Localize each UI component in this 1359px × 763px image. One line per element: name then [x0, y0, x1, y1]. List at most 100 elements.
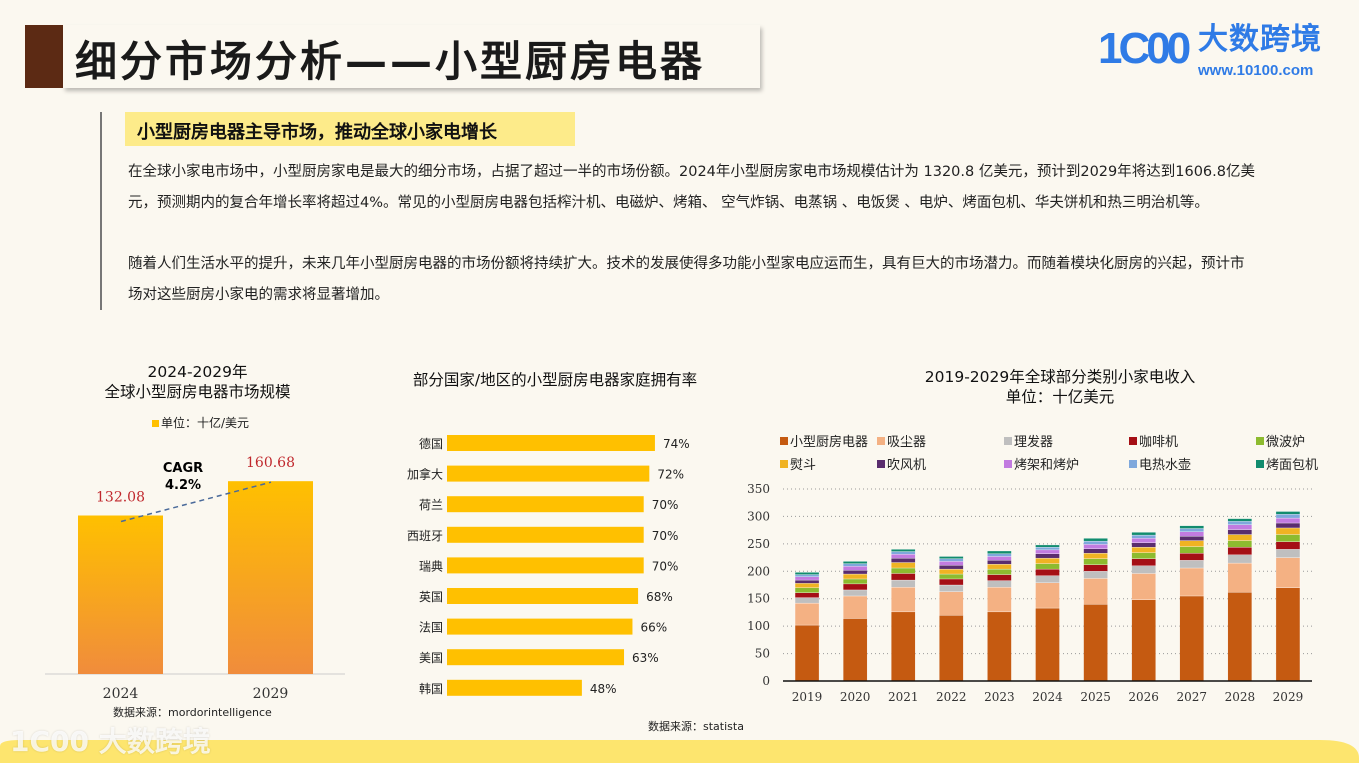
chart3-title-line2: 单位：十亿美元 [1005, 388, 1115, 406]
bar-segment-2025 [1083, 540, 1108, 545]
bar-segment-2027 [1179, 540, 1204, 547]
brand-logo-name: 大数跨境 [1198, 22, 1322, 57]
chart2-source: 数据来源：statista [648, 720, 744, 733]
paragraph-1: 在全球小家电市场中，小型厨房家电是最大的细分市场，占据了超过一半的市场份额。20… [128, 164, 1255, 211]
bar-segment-2024 [1035, 568, 1060, 576]
category-label: 英国 [419, 590, 443, 604]
x-tick-label: 2029 [1273, 690, 1304, 704]
bar-美国 [447, 649, 625, 666]
legend-label: 烤面包机 [1266, 458, 1318, 473]
bar-segment-2028 [1227, 521, 1253, 525]
bar-segment-2024 [1035, 549, 1060, 554]
bar-segment-2023 [987, 560, 1012, 565]
y-tick-label: 350 [747, 482, 770, 496]
x-tick-label: 2027 [1176, 690, 1207, 704]
section-heading: 小型厨房电器主导市场，推动全球小家电增长 [137, 122, 497, 143]
bar-segment-2029 [1275, 514, 1301, 519]
bar-segment-2021 [891, 549, 916, 552]
bar-segment-2024 [1035, 582, 1060, 609]
bar-segment-2021 [891, 579, 916, 588]
title-box [63, 25, 760, 88]
bar-segment-2029 [1275, 534, 1301, 542]
chart1-title: 2024-2029年 全球小型厨房电器市场规模 [60, 362, 335, 402]
legend-label: 微波炉 [1266, 435, 1305, 450]
bar-segment-2024 [1035, 553, 1060, 559]
bar-荷兰 [447, 496, 644, 513]
category-label: 荷兰 [419, 498, 443, 512]
bar-segment-2028 [1227, 554, 1253, 564]
x-tick-label: 2023 [984, 690, 1015, 704]
category-label: 瑞典 [419, 559, 443, 573]
chart3-title: 2019-2029年全球部分类别小家电收入 单位：十亿美元 [860, 367, 1260, 407]
value-label: 74% [663, 437, 690, 451]
bar-segment-2025 [1083, 553, 1108, 559]
bar-segment-2029 [1275, 557, 1301, 588]
chart1-legend: 单位：十亿/美元 [152, 414, 249, 431]
bar-segment-2020 [842, 618, 868, 682]
brand-url[interactable]: www.10100.com [1198, 62, 1314, 79]
y-tick-label: 200 [747, 564, 770, 578]
legend-label: 熨斗 [790, 458, 816, 473]
bar-segment-2020 [842, 578, 868, 585]
bar-segment-2022 [939, 573, 964, 580]
bar-segment-2019 [794, 576, 820, 581]
section-divider [100, 112, 102, 310]
category-label: 法国 [419, 621, 443, 635]
bar-segment-2024 [1035, 607, 1060, 682]
bar-segment-2028 [1227, 546, 1253, 555]
bar-segment-2023 [987, 568, 1012, 575]
bar-segment-2026 [1131, 538, 1156, 543]
bar-segment-2028 [1227, 529, 1253, 535]
bar-segment-2022 [939, 615, 964, 682]
category-label: 美国 [419, 651, 443, 665]
bar-segment-2023 [987, 580, 1012, 588]
bar-segment-2028 [1227, 518, 1253, 522]
bar-segment-2019 [794, 572, 820, 575]
bar-segment-2021 [891, 567, 916, 574]
bar-加拿大 [447, 465, 650, 482]
bar-segment-2023 [987, 564, 1012, 570]
legend-swatch [1004, 460, 1012, 468]
bar-segment-2025 [1083, 548, 1108, 554]
bar-2029 [228, 481, 313, 674]
bar-segment-2020 [842, 563, 868, 567]
brand-logo-mark: 1C00 [1098, 24, 1191, 73]
bar-segment-2028 [1227, 562, 1253, 593]
value-label: 63% [632, 651, 659, 665]
legend-swatch [780, 437, 788, 445]
legend-swatch [1256, 460, 1264, 468]
bar-segment-2027 [1179, 567, 1204, 597]
bar-segment-2027 [1179, 553, 1204, 561]
bar-segment-2021 [891, 554, 916, 559]
bar-segment-2019 [794, 579, 820, 584]
bar-segment-2022 [939, 568, 964, 575]
bar-segment-2022 [939, 578, 964, 586]
x-tick-label: 2022 [936, 690, 967, 704]
bar-segment-2019 [794, 574, 820, 577]
value-label: 48% [590, 682, 617, 696]
bar-segment-2021 [891, 562, 916, 569]
legend-swatch [877, 437, 885, 445]
bar-segment-2019 [794, 587, 820, 593]
bar-segment-2027 [1179, 536, 1204, 541]
chart1-svg: 132.08 2024 160.68 2029 CAGR 4.2% [45, 455, 345, 702]
chart2-title: 部分国家/地区的小型厨房电器家庭拥有率 [412, 371, 698, 389]
cagr-label: CAGR [163, 461, 203, 476]
bar-segment-2019 [794, 583, 820, 588]
y-tick-label: 0 [762, 674, 770, 688]
bar-segment-2029 [1275, 517, 1301, 524]
x-tick-label: 2020 [840, 690, 871, 704]
x-tick-label: 2029 [253, 686, 289, 702]
bar-segment-2020 [842, 595, 868, 619]
y-tick-label: 100 [747, 619, 770, 633]
bar-segment-2029 [1275, 541, 1301, 550]
value-label: 66% [640, 621, 667, 635]
legend-swatch [1129, 437, 1137, 445]
bar-segment-2025 [1083, 578, 1108, 605]
bar-segment-2021 [891, 573, 916, 581]
bar-segment-2025 [1083, 571, 1108, 579]
chart1-title-line2: 全球小型厨房电器市场规模 [104, 383, 291, 401]
legend-label: 吸尘器 [887, 435, 926, 450]
legend-swatch [1256, 437, 1264, 445]
value-label: 160.68 [246, 455, 295, 471]
